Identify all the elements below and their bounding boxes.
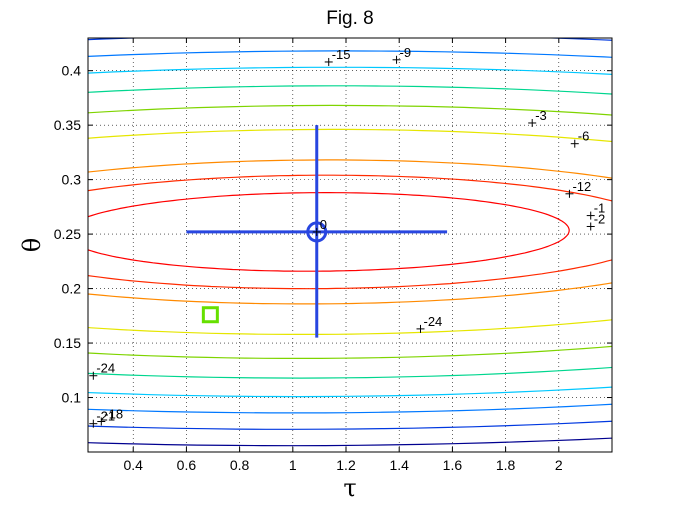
grid <box>88 38 612 452</box>
contour-label: -15 <box>332 47 351 62</box>
x-tick-label: 1.8 <box>496 457 516 473</box>
chart-title: Fig. 8 <box>326 8 374 29</box>
x-tick-label: 1.6 <box>443 457 463 473</box>
plot-frame <box>87 37 613 453</box>
contour-label: -1 <box>594 201 606 216</box>
contour-line <box>88 174 612 290</box>
x-tick-label: 0.6 <box>177 457 197 473</box>
contour-labels: -15 -9-3-6-12-1-2-24-24-21-180 <box>89 45 605 428</box>
contour-line <box>88 192 570 272</box>
contour-label: 0 <box>320 217 327 232</box>
contour-label: -2 <box>594 211 606 226</box>
x-axis-title: τ <box>343 474 356 502</box>
y-tick-label: 0.2 <box>62 281 82 297</box>
contour-label: -3 <box>535 108 547 123</box>
x-tick-label: 1 <box>289 457 297 473</box>
start-point-marker <box>201 306 219 324</box>
y-tick-label: 0.25 <box>54 226 81 242</box>
contour-label: -24 <box>423 314 442 329</box>
contour-label: -18 <box>104 406 123 421</box>
y-tick-label: 0.1 <box>62 390 82 406</box>
contour-line <box>88 128 612 335</box>
estimate-marker <box>306 221 328 243</box>
y-tick-label: 0.15 <box>54 335 81 351</box>
contour-lines <box>88 38 612 447</box>
x-tick-label: 1.2 <box>336 457 356 473</box>
y-tick-label: 0.35 <box>54 117 81 133</box>
x-tick-label: 0.4 <box>123 457 143 473</box>
x-tick-label: 1.4 <box>389 457 409 473</box>
x-tick-label: 2 <box>555 457 563 473</box>
contour-label: -12 <box>572 179 591 194</box>
x-axis: 0.4 0.6 0.8 1 1.2 1.4 1.6 1.8 2 <box>123 38 563 473</box>
x-tick-label: 0.8 <box>230 457 250 473</box>
contour-label: -6 <box>578 129 590 144</box>
contour-label: -24 <box>96 361 115 376</box>
y-axis: 0.1 0.15 0.2 0.25 0.3 0.35 0.4 <box>54 63 612 406</box>
y-axis-title: θ <box>18 238 46 252</box>
y-tick-label: 0.3 <box>62 172 82 188</box>
y-tick-label: 0.4 <box>62 63 82 79</box>
contour-label: -9 <box>400 45 412 60</box>
contour-line <box>88 159 612 305</box>
